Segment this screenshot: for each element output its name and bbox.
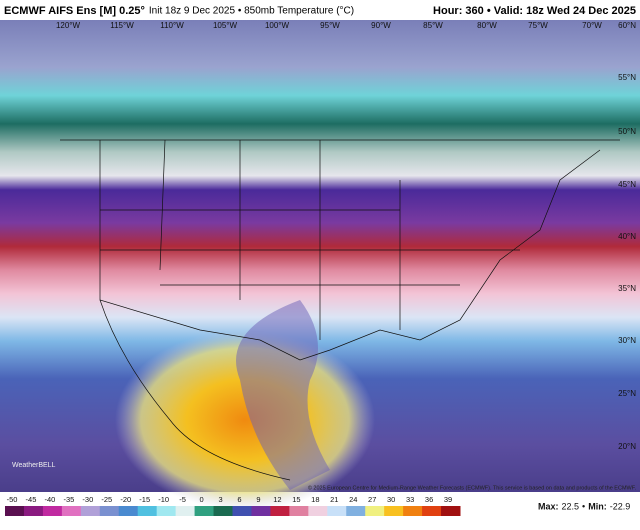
- colorbar-tick-label: -50: [7, 495, 18, 504]
- longitude-label: 100°W: [265, 21, 290, 30]
- colorbar-segment: [403, 506, 423, 516]
- colorbar-tick-label: 39: [444, 495, 452, 504]
- colorbar-tick-label: -15: [139, 495, 150, 504]
- colorbar-segment: [80, 506, 101, 516]
- max-value: 22.5: [562, 501, 580, 511]
- latitude-label: 60°N: [618, 21, 636, 30]
- latitude-labels: 60°N 55°N 50°N 45°N 40°N 35°N 30°N 25°N 20°N: [618, 21, 636, 451]
- map: 120°W 115°W 110°W 105°W 100°W 95°W 90°W 85°W 80°…: [0, 20, 640, 510]
- colorbar-segment: [232, 506, 252, 516]
- colorbar-segment: [365, 506, 385, 516]
- gulf-region: [236, 300, 330, 490]
- colorbar-segment: [308, 506, 328, 516]
- longitude-label: 95°W: [320, 21, 340, 30]
- colorbar-tick-label: 6: [237, 495, 241, 504]
- latitude-label: 20°N: [618, 442, 636, 451]
- boundaries: [60, 139, 620, 481]
- header-bar: [0, 0, 640, 20]
- latitude-label: 25°N: [618, 389, 636, 398]
- colorbar-segment: [156, 506, 177, 516]
- colorbar-segment: [99, 506, 120, 516]
- logo: WeatherBELL: [12, 462, 56, 469]
- longitude-label: 80°W: [477, 21, 497, 30]
- colorbar-tick-label: 0: [199, 495, 203, 504]
- run-info: Init 18z 9 Dec 2025 • 850mb Temperature …: [149, 6, 354, 17]
- max-label: Max:: [538, 501, 559, 511]
- colorbar-tick-label: 15: [292, 495, 300, 504]
- colorbar-tick-label: 21: [330, 495, 338, 504]
- longitude-labels: 120°W 115°W 110°W 105°W 100°W 95°W 90°W 85°W 80°…: [56, 21, 602, 30]
- copyright: © 2025 European Centre for Medium-Range …: [308, 484, 637, 491]
- latitude-label: 45°N: [618, 180, 636, 189]
- colorbar-tick-label: 30: [387, 495, 395, 504]
- colorbar-segment: [327, 506, 347, 516]
- footer-stats: Max: 22.5 • Min: -22.9: [538, 501, 630, 511]
- colorbar-tick-label: 33: [406, 495, 414, 504]
- colorbar-tick-label: 36: [425, 495, 433, 504]
- latitude-label: 55°N: [618, 73, 636, 82]
- colorbar-segment: [194, 506, 215, 516]
- colorbar-segment: [251, 506, 271, 516]
- colorbar-tick-label: 24: [349, 495, 357, 504]
- longitude-label: 70°W: [582, 21, 602, 30]
- min-label: Min:: [588, 501, 607, 511]
- longitude-label: 115°W: [110, 21, 134, 30]
- model-title: ECMWF AIFS Ens [M] 0.25°: [4, 5, 145, 17]
- colorbar-tick-label: -10: [158, 495, 169, 504]
- colorbar-segment: [422, 506, 442, 516]
- colorbar-tick-label: 3: [218, 495, 222, 504]
- colorbar-segment: [213, 506, 233, 516]
- longitude-label: 85°W: [423, 21, 443, 30]
- colorbar-segment: [289, 506, 309, 516]
- colorbar-segment: [5, 506, 25, 516]
- colorbar-tick-label: -20: [120, 495, 131, 504]
- colorbar-tick-label: 27: [368, 495, 376, 504]
- latitude-label: 35°N: [618, 284, 636, 293]
- colorbar-tick-label: -30: [82, 495, 93, 504]
- latitude-label: 40°N: [618, 232, 636, 241]
- latitude-label: 50°N: [618, 127, 636, 136]
- colorbar: -50 -45 -40 -35 -30 -25 -20 -15 -10 -5 0 3 6 9 12 15 18 2…: [5, 495, 461, 516]
- longitude-label: 90°W: [371, 21, 391, 30]
- longitude-label: 75°W: [528, 21, 548, 30]
- latitude-label: 30°N: [618, 336, 636, 345]
- colorbar-tick-label: 12: [273, 495, 281, 504]
- colorbar-segment: [175, 506, 196, 516]
- colorbar-segment: [23, 506, 44, 516]
- colorbar-tick-label: 9: [256, 495, 260, 504]
- colorbar-segment: [61, 506, 82, 516]
- colorbar-tick-label: -25: [101, 495, 112, 504]
- min-value: -22.9: [610, 501, 631, 511]
- colorbar-segment: [384, 506, 404, 516]
- colorbar-segment: [346, 506, 366, 516]
- valid-time: Hour: 360 • Valid: 18z Wed 24 Dec 2025: [433, 5, 636, 17]
- colorbar-segment: [441, 506, 461, 516]
- colorbar-tick-label: -45: [26, 495, 37, 504]
- longitude-label: 110°W: [160, 21, 184, 30]
- colorbar-segment: [118, 506, 139, 516]
- longitude-label: 120°W: [56, 21, 81, 30]
- colorbar-tick-label: -35: [63, 495, 74, 504]
- colorbar-segment: [42, 506, 63, 516]
- colorbar-segment: [270, 506, 290, 516]
- longitude-label: 105°W: [213, 21, 238, 30]
- colorbar-tick-label: 18: [311, 495, 319, 504]
- colorbar-tick-label: -5: [179, 495, 186, 504]
- colorbar-segment: [137, 506, 158, 516]
- colorbar-tick-label: -40: [44, 495, 55, 504]
- separator: •: [582, 501, 585, 511]
